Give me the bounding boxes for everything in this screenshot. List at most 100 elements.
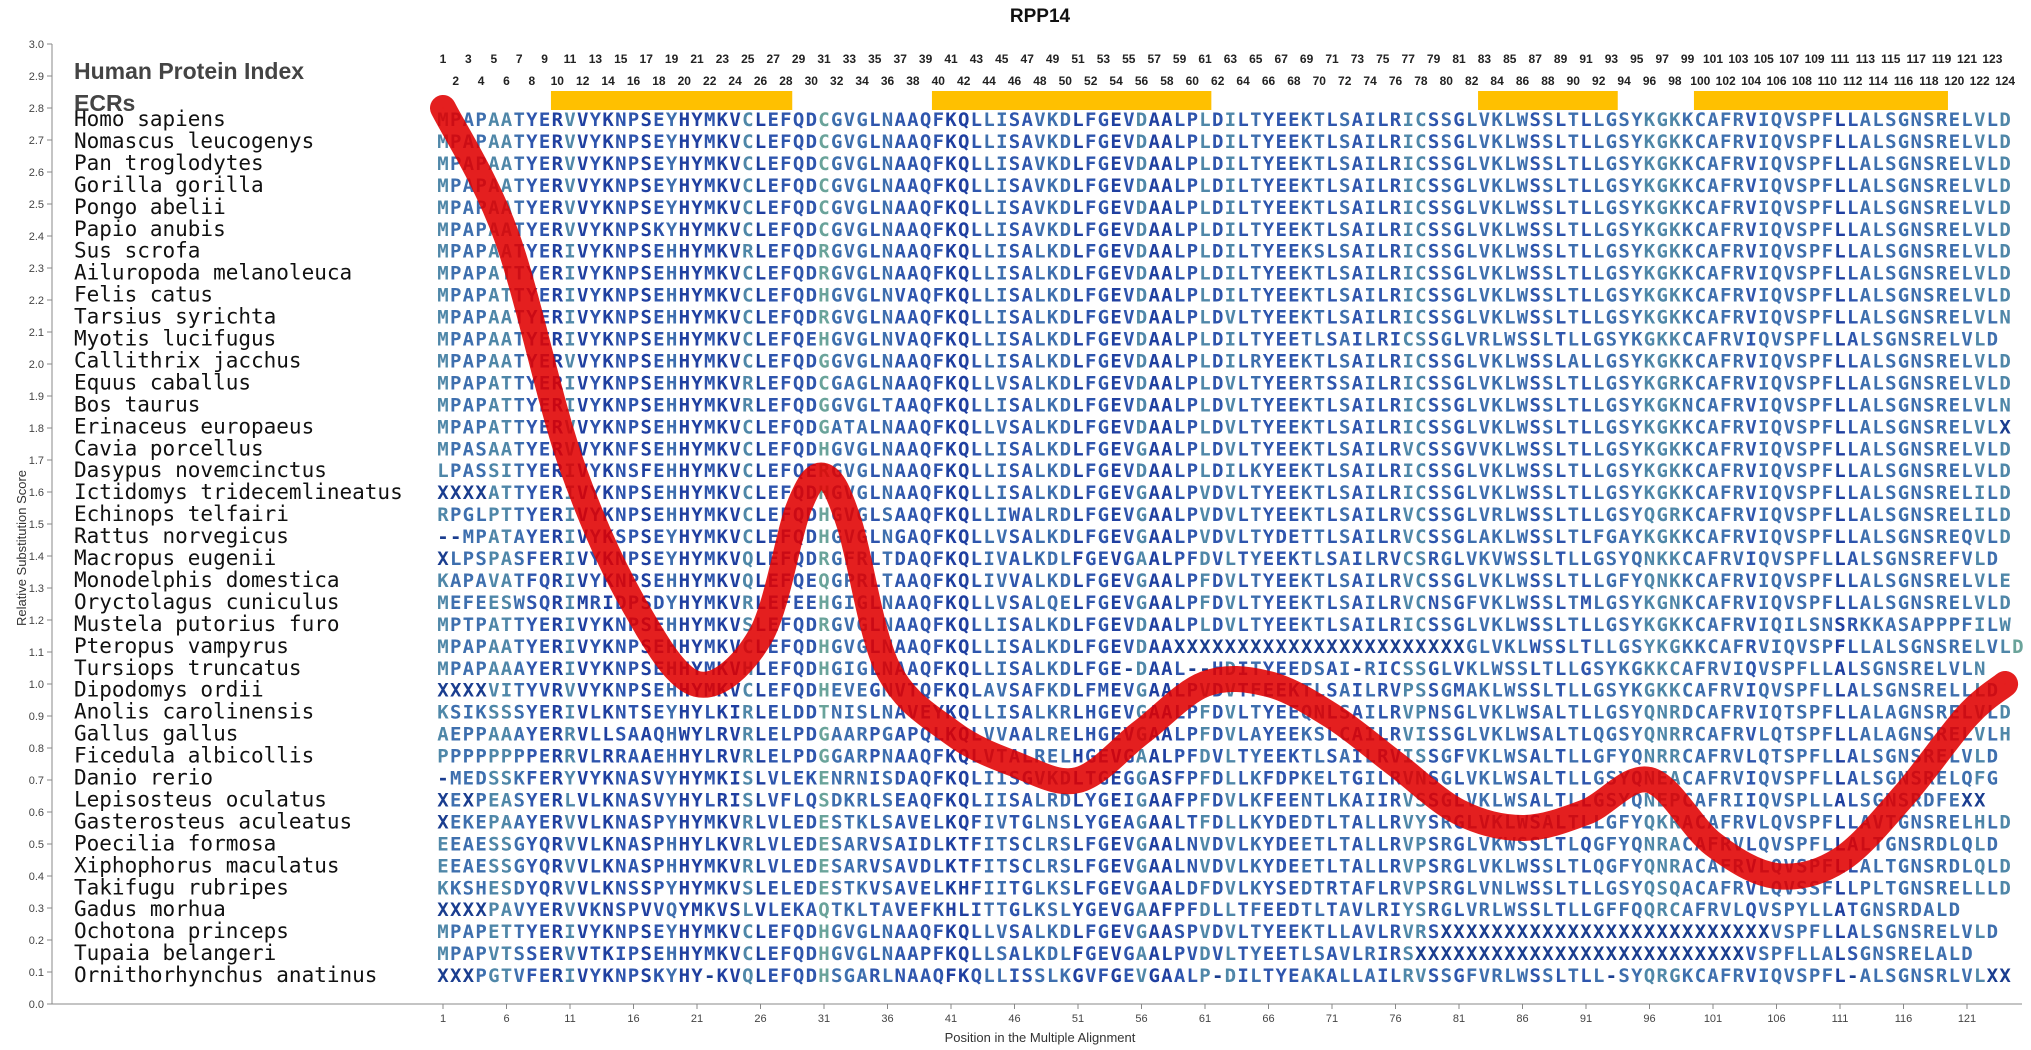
- x-tick-label: 101: [1704, 1013, 1722, 1025]
- residue: Y: [1631, 416, 1643, 438]
- residue: L: [1593, 482, 1604, 504]
- residue: G: [856, 636, 867, 658]
- residue: F: [780, 175, 791, 197]
- residue: G: [1098, 285, 1109, 307]
- residue: W: [1517, 219, 1529, 241]
- residue: S: [1618, 372, 1629, 394]
- position-number: 53: [1097, 52, 1111, 66]
- residue: K: [1491, 263, 1503, 285]
- residue: S: [1923, 219, 1934, 241]
- residue: H: [679, 592, 690, 614]
- ecr-bar: [1478, 91, 1618, 110]
- residue: A: [1695, 789, 1707, 811]
- residue: R: [1428, 899, 1440, 921]
- residue: M: [437, 153, 448, 175]
- residue: Q: [793, 263, 804, 285]
- residue: L: [1326, 307, 1337, 329]
- residue: A: [1352, 197, 1364, 219]
- residue: P: [793, 746, 804, 768]
- position-number: 120: [1944, 74, 1964, 88]
- residue: E: [1110, 219, 1121, 241]
- residue: S: [1009, 614, 1020, 636]
- residue: Y: [1263, 811, 1275, 833]
- residue: D: [1136, 329, 1147, 351]
- residue: L: [1822, 789, 1833, 811]
- residue: A: [488, 724, 500, 746]
- residue: K: [1644, 153, 1656, 175]
- residue: L: [1072, 855, 1083, 877]
- residue: Q: [1758, 789, 1769, 811]
- residue: L: [755, 438, 766, 460]
- residue: D: [806, 724, 817, 746]
- residue: L: [1872, 372, 1883, 394]
- residue: W: [1517, 372, 1529, 394]
- residue: P: [1174, 899, 1185, 921]
- residue: V: [577, 329, 588, 351]
- residue: S: [1529, 526, 1540, 548]
- residue: Y: [526, 197, 538, 219]
- residue: S: [1542, 526, 1553, 548]
- y-tick-label: 1.9: [29, 391, 44, 403]
- residue: S: [1009, 307, 1020, 329]
- residue: X: [450, 680, 462, 702]
- residue: F: [1161, 899, 1172, 921]
- residue: L: [1580, 153, 1591, 175]
- residue: C: [1415, 592, 1426, 614]
- residue: N: [1910, 109, 1921, 131]
- residue: P: [1949, 614, 1960, 636]
- residue: Q: [920, 724, 931, 746]
- residue: M: [704, 109, 715, 131]
- residue: L: [1872, 285, 1883, 307]
- residue: V: [1123, 197, 1134, 219]
- residue: T: [1872, 833, 1883, 855]
- residue: R: [1733, 702, 1745, 724]
- residue: S: [1618, 175, 1629, 197]
- residue: P: [628, 153, 639, 175]
- residue: L: [971, 592, 982, 614]
- residue: A: [894, 175, 906, 197]
- residue: G: [831, 219, 842, 241]
- residue: T: [1314, 350, 1325, 372]
- residue: K: [1695, 636, 1707, 658]
- residue: L: [1860, 680, 1871, 702]
- residue: R: [1936, 702, 1948, 724]
- residue: Y: [1263, 307, 1275, 329]
- residue: K: [1872, 614, 1884, 636]
- position-number: 32: [830, 74, 844, 88]
- residue: S: [1542, 175, 1553, 197]
- residue: S: [1618, 614, 1629, 636]
- residue: D: [1999, 131, 2010, 153]
- residue: L: [1504, 219, 1515, 241]
- residue: S: [1542, 197, 1553, 219]
- residue: V: [1123, 702, 1134, 724]
- residue: M: [1580, 592, 1591, 614]
- residue: W: [1517, 592, 1529, 614]
- residue: A: [1161, 175, 1173, 197]
- residue: K: [1618, 658, 1630, 680]
- residue: V: [1961, 548, 1972, 570]
- residue: T: [1314, 307, 1325, 329]
- residue: M: [704, 394, 715, 416]
- residue: Q: [793, 438, 804, 460]
- residue: P: [1187, 372, 1198, 394]
- residue: Q: [958, 746, 969, 768]
- residue: R: [552, 680, 564, 702]
- residue: L: [564, 789, 575, 811]
- residue: L: [1225, 768, 1236, 790]
- residue: I: [1352, 548, 1363, 570]
- residue: A: [501, 329, 513, 351]
- residue: K: [1631, 680, 1643, 702]
- residue: I: [1745, 768, 1756, 790]
- residue: R: [1936, 811, 1948, 833]
- residue: K: [1047, 416, 1059, 438]
- residue: L: [1504, 482, 1515, 504]
- residue: S: [1796, 570, 1807, 592]
- residue: P: [1187, 153, 1198, 175]
- residue: P: [1809, 438, 1820, 460]
- residue: K: [717, 811, 729, 833]
- residue: D: [1136, 307, 1147, 329]
- residue: L: [1555, 263, 1566, 285]
- residue: I: [564, 504, 575, 526]
- residue: D: [1275, 833, 1286, 855]
- residue: E: [539, 131, 550, 153]
